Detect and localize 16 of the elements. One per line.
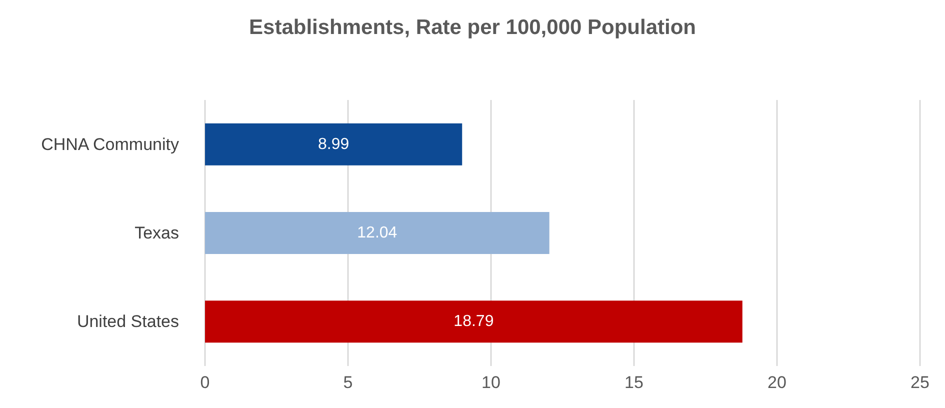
data-label: 12.04 [357, 224, 398, 242]
y-tick-label: United States [76, 312, 179, 332]
data-label: 18.79 [454, 313, 494, 330]
bar [205, 212, 550, 254]
x-tick-label: 20 [768, 373, 786, 392]
bar [205, 300, 742, 343]
bar [205, 123, 462, 166]
x-tick-label: 5 [343, 373, 353, 392]
x-tick-label: 0 [200, 373, 210, 392]
x-tick-label: 15 [624, 373, 644, 392]
y-tick-label: Texas [134, 224, 179, 242]
x-tick-label: 10 [482, 373, 500, 392]
y-tick-label: CHNA Community [41, 134, 180, 154]
chart-title: Establishments, Rate per 100,000 Population [249, 16, 696, 39]
x-tick-label: 25 [910, 373, 930, 392]
data-label: 8.99 [318, 136, 350, 153]
